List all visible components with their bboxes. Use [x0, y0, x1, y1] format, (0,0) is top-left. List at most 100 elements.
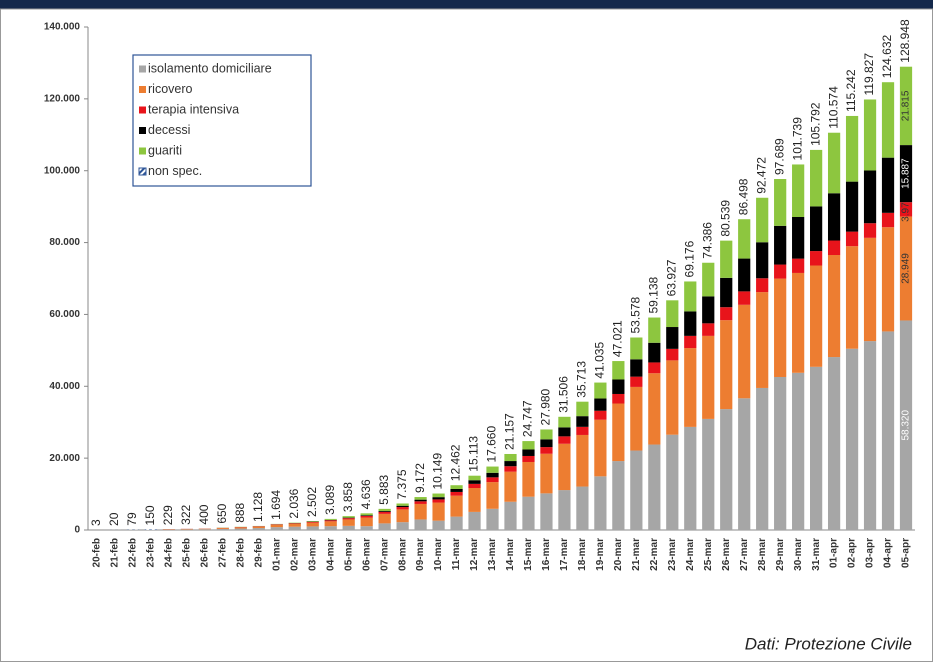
bar-segment: [702, 262, 715, 297]
bar-segment: [810, 251, 823, 266]
total-label: 2.502: [305, 487, 319, 517]
segment-label: 15.887: [901, 158, 912, 189]
y-tick-label: 100.000: [44, 165, 81, 176]
bar-segment: [720, 240, 733, 278]
bar-segment: [630, 337, 643, 360]
legend-label: isolamento domiciliare: [148, 61, 272, 75]
bar-segment: [648, 373, 661, 445]
bar-segment: [720, 320, 733, 410]
legend-swatch: [139, 127, 146, 134]
bar-segment: [845, 348, 859, 530]
bar-segment: [324, 521, 337, 527]
segment-label: 21.815: [901, 90, 912, 121]
bar-segment: [863, 341, 877, 530]
bar-segment: [540, 429, 553, 440]
bar-segment: [792, 216, 805, 259]
bar-segment: [594, 410, 607, 420]
total-label: 63.927: [664, 259, 678, 296]
x-tick-label: 14-mar: [505, 538, 516, 571]
x-tick-label: 15-mar: [523, 538, 534, 571]
bar-segment: [360, 515, 373, 516]
bar-segment: [863, 237, 877, 342]
x-tick-label: 27-feb: [217, 538, 228, 567]
bar-segment: [738, 304, 751, 399]
x-tick-label: 05-mar: [343, 538, 354, 571]
bar-segment: [468, 480, 481, 484]
bar-segment: [827, 240, 841, 256]
total-label: 3: [89, 519, 103, 526]
bar-segment: [576, 434, 589, 487]
bar-segment: [774, 225, 787, 265]
bar-segment: [648, 444, 661, 530]
bar-segment: [558, 436, 571, 444]
bar-segment: [450, 516, 463, 530]
legend-label: terapia intensiva: [148, 102, 239, 116]
y-tick-label: 20.000: [49, 453, 80, 464]
bar-segment: [324, 526, 337, 530]
bar-segment: [756, 242, 769, 279]
bar-segment: [270, 524, 283, 528]
bar-segment: [720, 307, 733, 321]
bar-segment: [612, 461, 625, 530]
bar-segment: [756, 197, 769, 243]
bar-segment: [630, 376, 643, 387]
bar-segment: [396, 507, 409, 510]
total-label: 97.689: [772, 138, 786, 175]
legend-swatch: [138, 167, 147, 176]
bar-segment: [792, 164, 805, 217]
bar-segment: [684, 426, 697, 530]
bar-segment: [558, 490, 571, 530]
bar-segment: [180, 529, 193, 530]
bar-segment: [792, 372, 805, 530]
bar-segment: [720, 409, 733, 530]
bar-segment: [522, 441, 535, 450]
legend-label: guariti: [148, 143, 182, 157]
y-tick-label: 80.000: [49, 237, 80, 248]
segment-label: 28.949: [901, 253, 912, 284]
bar-segment: [414, 501, 427, 504]
bar-segment: [594, 398, 607, 411]
bar-segment: [288, 522, 301, 524]
y-tick-label: 140.000: [44, 22, 81, 33]
bar-segment: [306, 522, 319, 527]
legend-box: [132, 54, 312, 187]
bar-segment: [270, 527, 283, 530]
y-tick-label: 0: [74, 525, 80, 536]
x-tick-label: 06-mar: [361, 538, 372, 571]
x-tick-label: 04-mar: [325, 538, 336, 571]
total-label: 20: [107, 512, 121, 526]
bar-segment: [342, 517, 355, 519]
total-label: 105.792: [808, 102, 822, 146]
bar-segment: [342, 516, 355, 518]
total-label: 110.574: [826, 86, 840, 129]
y-tick-label: 120.000: [44, 93, 81, 104]
total-label: 101.739: [790, 117, 804, 161]
bar-segment: [234, 528, 247, 530]
x-tick-label: 24-feb: [164, 538, 175, 567]
bar-segment: [738, 219, 751, 259]
bar-segment: [486, 508, 499, 530]
bar-segment: [576, 486, 589, 530]
bar-segment: [216, 528, 229, 530]
bar-segment: [360, 526, 373, 530]
total-label: 86.498: [736, 178, 750, 215]
x-tick-label: 03-mar: [307, 538, 318, 571]
total-label: 5.883: [377, 475, 391, 505]
bar-segment: [684, 348, 697, 427]
total-label: 2.036: [287, 488, 301, 518]
bar-segment: [432, 493, 445, 498]
bar-segment: [774, 376, 787, 530]
bar-segment: [396, 503, 409, 506]
bar-segment: [378, 510, 391, 512]
x-tick-label: 25-feb: [182, 538, 193, 567]
bar-segment: [774, 179, 787, 226]
total-label: 400: [197, 504, 211, 524]
bar-segment: [648, 342, 661, 363]
total-label: 115.242: [844, 69, 858, 112]
total-label: 80.539: [718, 200, 732, 237]
bar-segment: [288, 526, 301, 530]
bar-segment: [504, 453, 517, 462]
total-label: 27.980: [539, 388, 553, 425]
y-tick-label: 60.000: [49, 309, 80, 320]
